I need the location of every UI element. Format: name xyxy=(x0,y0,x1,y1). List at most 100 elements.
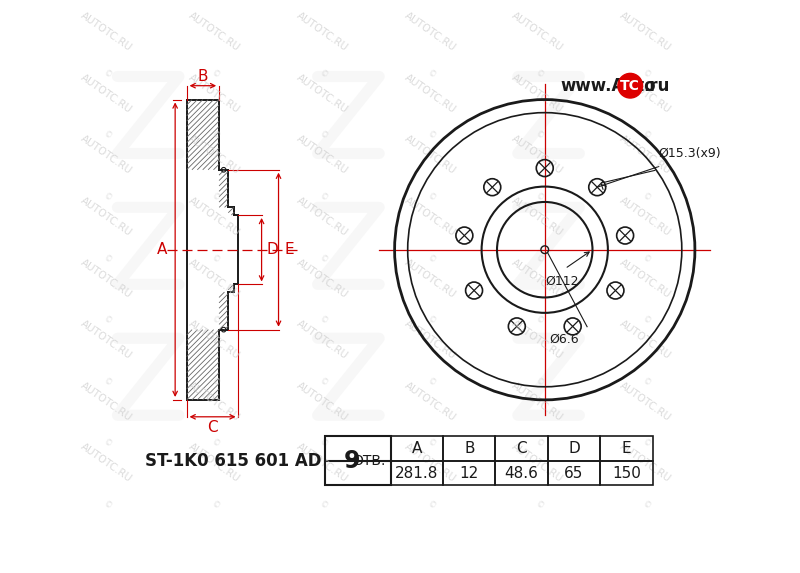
Bar xyxy=(443,461,495,485)
Text: ©: © xyxy=(641,438,653,450)
Text: AUTOTC.RU: AUTOTC.RU xyxy=(510,380,565,423)
Bar xyxy=(390,436,443,461)
Bar xyxy=(600,461,653,485)
Text: ST-1K0 615 601 AD: ST-1K0 615 601 AD xyxy=(145,452,321,470)
Bar xyxy=(495,461,548,485)
Text: AUTOTC.RU: AUTOTC.RU xyxy=(510,11,565,53)
Text: .ru: .ru xyxy=(643,77,670,95)
Text: AUTOTC.RU: AUTOTC.RU xyxy=(294,380,350,423)
Text: AUTOTC.RU: AUTOTC.RU xyxy=(294,11,350,53)
Text: ©: © xyxy=(102,438,114,450)
Text: www.Auto: www.Auto xyxy=(560,77,656,95)
Text: ©: © xyxy=(318,130,330,142)
Text: ©: © xyxy=(641,130,653,142)
Text: ©: © xyxy=(426,253,438,265)
Text: 9: 9 xyxy=(344,449,360,473)
Text: AUTOTC.RU: AUTOTC.RU xyxy=(510,257,565,300)
Text: AUTOTC.RU: AUTOTC.RU xyxy=(186,442,242,485)
Text: B: B xyxy=(464,441,474,456)
Text: AUTOTC.RU: AUTOTC.RU xyxy=(618,442,673,485)
Text: AUTOTC.RU: AUTOTC.RU xyxy=(186,195,242,238)
Text: ©: © xyxy=(102,376,114,388)
Text: ©: © xyxy=(318,500,330,512)
Text: ©: © xyxy=(641,376,653,388)
Text: Ø6.6: Ø6.6 xyxy=(549,333,579,346)
Text: AUTOTC.RU: AUTOTC.RU xyxy=(402,72,458,115)
Text: AUTOTC.RU: AUTOTC.RU xyxy=(618,257,673,300)
Text: ©: © xyxy=(210,438,222,450)
Text: D: D xyxy=(568,441,580,456)
Text: ©: © xyxy=(534,253,545,265)
Text: ©: © xyxy=(318,315,330,327)
Text: ©: © xyxy=(426,438,438,450)
Text: 281.8: 281.8 xyxy=(395,465,438,481)
Text: C: C xyxy=(516,441,527,456)
Text: ©: © xyxy=(318,438,330,450)
Text: AUTOTC.RU: AUTOTC.RU xyxy=(294,319,350,362)
Text: 12: 12 xyxy=(460,465,479,481)
Text: AUTOTC.RU: AUTOTC.RU xyxy=(402,134,458,176)
Text: AUTOTC.RU: AUTOTC.RU xyxy=(402,11,458,53)
Text: AUTOTC.RU: AUTOTC.RU xyxy=(618,11,673,53)
Text: ©: © xyxy=(102,130,114,142)
Text: A: A xyxy=(157,242,167,257)
Bar xyxy=(390,461,443,485)
Text: AUTOTC.RU: AUTOTC.RU xyxy=(618,380,673,423)
Text: Ø15.3(x9): Ø15.3(x9) xyxy=(658,147,722,160)
Text: ОТВ.: ОТВ. xyxy=(352,454,386,468)
Text: ©: © xyxy=(641,500,653,512)
Text: AUTOTC.RU: AUTOTC.RU xyxy=(294,72,350,115)
Text: ©: © xyxy=(102,500,114,512)
Text: AUTOTC.RU: AUTOTC.RU xyxy=(186,134,242,176)
Text: ©: © xyxy=(426,68,438,80)
Bar xyxy=(548,436,600,461)
Text: ©: © xyxy=(426,315,438,327)
Text: ©: © xyxy=(534,191,545,203)
Text: E: E xyxy=(622,441,631,456)
Text: ©: © xyxy=(534,130,545,142)
Text: ©: © xyxy=(318,68,330,80)
Text: AUTOTC.RU: AUTOTC.RU xyxy=(618,195,673,238)
Text: ©: © xyxy=(426,500,438,512)
Bar xyxy=(495,436,548,461)
Text: AUTOTC.RU: AUTOTC.RU xyxy=(510,195,565,238)
Text: AUTOTC.RU: AUTOTC.RU xyxy=(294,134,350,176)
Text: ©: © xyxy=(534,376,545,388)
Text: ©: © xyxy=(102,253,114,265)
Text: ©: © xyxy=(426,130,438,142)
Text: ©: © xyxy=(426,191,438,203)
Text: ©: © xyxy=(210,315,222,327)
Circle shape xyxy=(618,73,642,98)
Text: ©: © xyxy=(210,500,222,512)
Text: AUTOTC.RU: AUTOTC.RU xyxy=(510,72,565,115)
Text: Ø112: Ø112 xyxy=(546,275,579,288)
Text: ©: © xyxy=(318,191,330,203)
Text: AUTOTC.RU: AUTOTC.RU xyxy=(79,442,134,485)
Text: AUTOTC.RU: AUTOTC.RU xyxy=(186,257,242,300)
Text: AUTOTC.RU: AUTOTC.RU xyxy=(79,257,134,300)
Bar xyxy=(443,436,495,461)
Text: AUTOTC.RU: AUTOTC.RU xyxy=(294,195,350,238)
Text: AUTOTC.RU: AUTOTC.RU xyxy=(402,380,458,423)
Text: AUTOTC.RU: AUTOTC.RU xyxy=(510,319,565,362)
Text: AUTOTC.RU: AUTOTC.RU xyxy=(618,319,673,362)
Bar xyxy=(548,461,600,485)
Text: C: C xyxy=(207,420,218,435)
Text: ©: © xyxy=(210,130,222,142)
Text: AUTOTC.RU: AUTOTC.RU xyxy=(294,442,350,485)
Text: ©: © xyxy=(102,68,114,80)
Text: 48.6: 48.6 xyxy=(505,465,538,481)
Text: A: A xyxy=(412,441,422,456)
Text: AUTOTC.RU: AUTOTC.RU xyxy=(510,134,565,176)
Text: AUTOTC.RU: AUTOTC.RU xyxy=(402,442,458,485)
Text: AUTOTC.RU: AUTOTC.RU xyxy=(402,319,458,362)
Text: AUTOTC.RU: AUTOTC.RU xyxy=(186,380,242,423)
Text: AUTOTC.RU: AUTOTC.RU xyxy=(618,72,673,115)
Text: ©: © xyxy=(534,500,545,512)
Text: ©: © xyxy=(641,253,653,265)
Bar xyxy=(326,436,390,485)
Text: AUTOTC.RU: AUTOTC.RU xyxy=(79,72,134,115)
Text: ©: © xyxy=(210,68,222,80)
Text: ©: © xyxy=(102,315,114,327)
Text: AUTOTC.RU: AUTOTC.RU xyxy=(510,442,565,485)
